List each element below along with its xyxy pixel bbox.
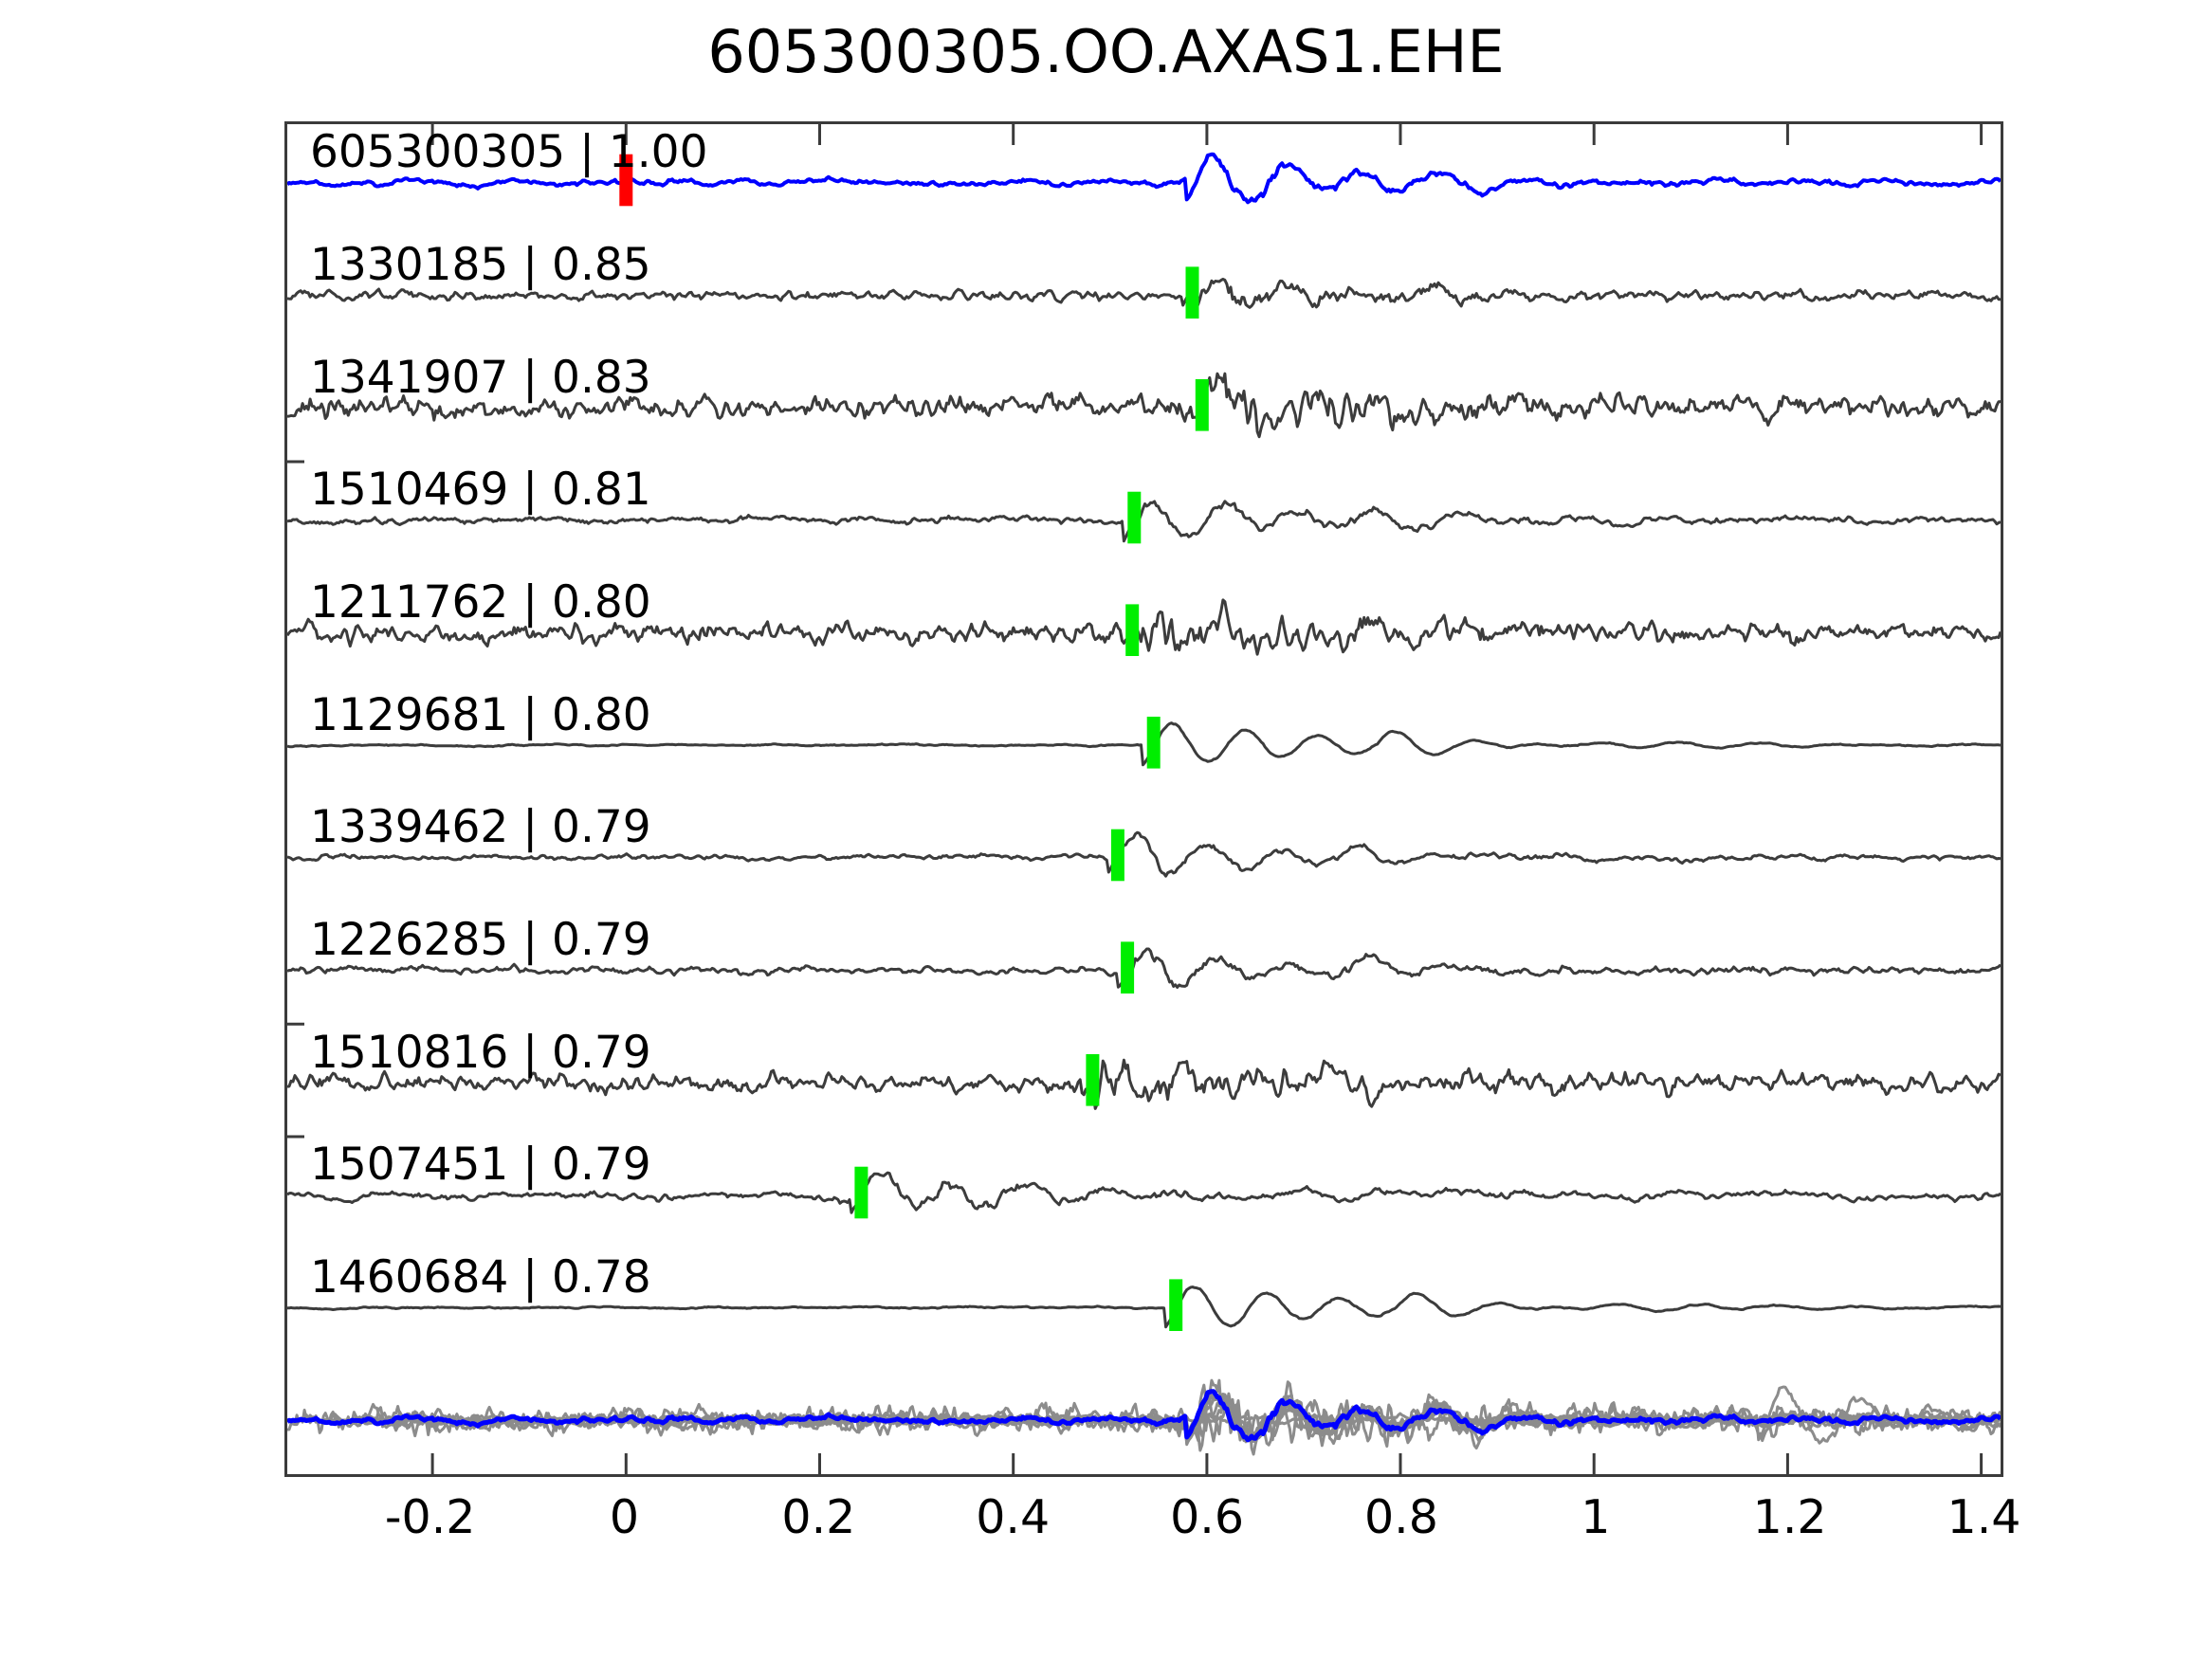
page-title: 605300305.OO.AXAS1.EHE [707,17,1505,86]
x-tick-label: 0.2 [781,1490,856,1544]
waveform-trace [287,598,2001,656]
x-tick-label: 0 [609,1490,640,1544]
x-axis-tick-labels: -0.2 0 0.2 0.4 0.6 0.8 1 1.2 1.4 [0,1490,2212,1576]
waveform-plot [287,124,2001,1474]
trace-label: 605300305 | 1.00 [310,126,708,179]
detection-pick-marker [1185,266,1199,319]
x-tick-label: 1.4 [1947,1490,2021,1544]
trace-label: 1129681 | 0.80 [310,688,651,741]
trace-label: 1339462 | 0.79 [310,801,651,854]
trace-label: 1330185 | 0.85 [310,239,651,292]
x-tick-label: 1.2 [1752,1490,1827,1544]
trace-label: 1211762 | 0.80 [310,576,651,629]
waveform-trace [287,372,2001,439]
x-tick-label: 0.6 [1170,1490,1245,1544]
x-tick-label: 0.4 [976,1490,1051,1544]
detection-pick-marker [1169,1279,1183,1331]
detection-pick-marker [1086,1054,1100,1106]
x-tick-label: 0.8 [1363,1490,1438,1544]
waveform-trace [287,1058,2001,1110]
detection-pick-marker [1121,941,1135,994]
trace-label: 1510469 | 0.81 [310,464,651,517]
x-tick-label: -0.2 [384,1490,476,1544]
x-tick-label: 1 [1581,1490,1611,1544]
trace-label: 1226285 | 0.79 [310,914,651,967]
trace-label: 1341907 | 0.83 [310,351,651,404]
waveform-trace [287,152,2001,205]
detection-pick-marker [1146,717,1161,769]
detection-pick-marker [1127,491,1142,544]
detection-pick-marker [854,1166,868,1219]
waveform-trace [287,947,2001,989]
trace-label: 1460684 | 0.78 [310,1251,651,1304]
plot-axes: 605300305 | 1.00 1330185 | 0.85 1341907 | … [284,121,2003,1477]
detection-pick-marker [1110,829,1124,882]
trace-label: 1507451 | 0.79 [310,1139,651,1192]
detection-pick-marker [1125,604,1140,656]
waveform-trace [287,721,2001,767]
waveform-trace [287,1171,2001,1214]
waveform-trace [287,830,2001,878]
waveform-trace [287,278,2001,311]
waveform-trace [287,500,2001,543]
reference-pick-marker [619,154,633,207]
detection-pick-marker [1195,379,1209,431]
trace-label: 1510816 | 0.79 [310,1026,651,1079]
waveform-trace [287,1285,2001,1329]
stack-reference-trace [287,1389,2001,1443]
